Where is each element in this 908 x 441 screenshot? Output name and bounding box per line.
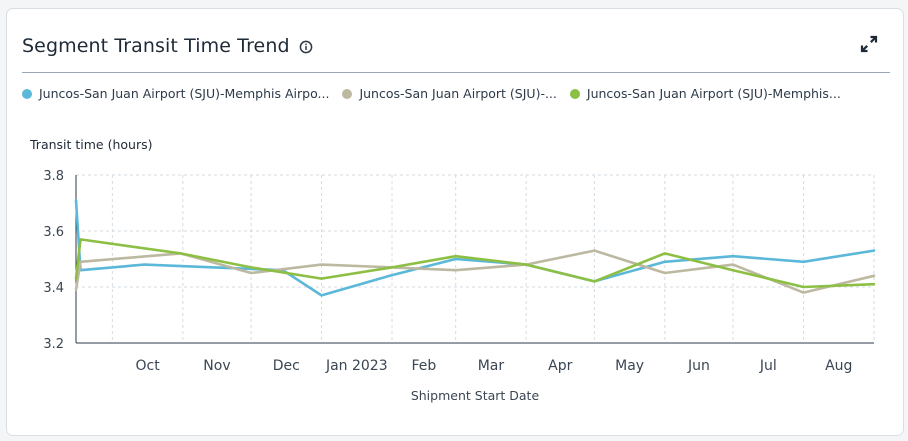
info-icon[interactable] — [299, 39, 313, 54]
x-tick-label: Jul — [759, 358, 777, 374]
x-tick-label: Mar — [478, 358, 505, 374]
legend-marker-series-2 — [342, 88, 353, 99]
legend-marker-series-3 — [569, 88, 580, 99]
legend-item-series-2[interactable]: Juncos-San Juan Airport (SJU)-... — [342, 86, 557, 101]
y-axis-title: Transit time (hours) — [29, 137, 153, 152]
x-tick-label: Jan 2023 — [325, 358, 388, 374]
chart-legend: Juncos-San Juan Airport (SJU)-Memphis Ai… — [22, 86, 854, 101]
legend-marker-series-1 — [22, 88, 32, 99]
legend-item-series-3[interactable]: Juncos-San Juan Airport (SJU)-Memphis... — [569, 86, 841, 101]
x-tick-label: Apr — [548, 358, 572, 374]
legend-item-series-1[interactable]: Juncos-San Juan Airport (SJU)-Memphis Ai… — [22, 86, 329, 101]
series-line-1 — [74, 198, 876, 297]
x-axis-title: Shipment Start Date — [411, 388, 540, 403]
y-tick-label: 3.8 — [43, 169, 64, 184]
card-header: Segment Transit Time Trend — [22, 33, 313, 59]
expand-icon[interactable] — [859, 34, 879, 54]
legend-label-series-3: Juncos-San Juan Airport (SJU)-Memphis... — [586, 86, 841, 101]
series-line-3 — [74, 238, 876, 289]
y-tick-label: 3.4 — [43, 281, 64, 296]
x-tick-label: Feb — [411, 358, 436, 374]
y-tick-label: 3.6 — [43, 225, 64, 240]
x-tick-label: Oct — [136, 358, 161, 374]
chart-title: Segment Transit Time Trend — [22, 35, 290, 57]
x-tick-label: Nov — [203, 358, 230, 374]
chart-card: Segment Transit Time Trend — [6, 8, 904, 436]
y-tick-label: 3.2 — [43, 337, 64, 352]
x-tick-label: Dec — [273, 358, 300, 374]
legend-label-series-1: Juncos-San Juan Airport (SJU)-Memphis Ai… — [39, 86, 330, 101]
x-tick-label: Aug — [825, 358, 852, 374]
header-divider — [22, 72, 890, 73]
legend-label-series-2: Juncos-San Juan Airport (SJU)-... — [359, 86, 557, 101]
x-tick-label: May — [615, 358, 644, 374]
x-tick-label: Jun — [687, 358, 710, 374]
